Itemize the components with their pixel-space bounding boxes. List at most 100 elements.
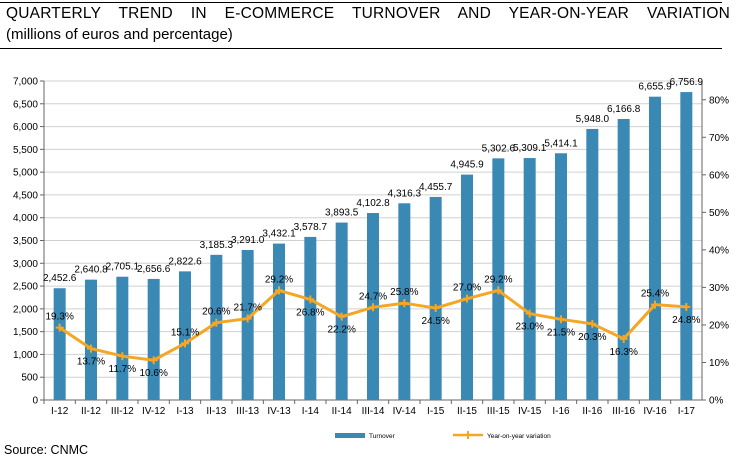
line-value-label: 15.1% xyxy=(171,327,199,338)
x-tick-label: III-14 xyxy=(362,406,385,417)
right-tick-label: 30% xyxy=(709,283,729,294)
left-tick-label: 1,000 xyxy=(13,350,38,361)
bar xyxy=(461,174,473,400)
line-point xyxy=(212,318,221,327)
variation-line xyxy=(55,286,691,365)
line-point xyxy=(494,286,503,295)
left-tick-label: 6,000 xyxy=(13,122,38,133)
left-tick-label: 3,000 xyxy=(13,259,38,270)
x-tick-label: II-13 xyxy=(206,406,226,417)
line-value-label: 24.8% xyxy=(672,315,700,326)
line-value-label: 26.8% xyxy=(296,307,324,318)
right-tick-label: 70% xyxy=(709,133,729,144)
bar xyxy=(586,128,599,400)
legend: Turnover Year-on-year variation xyxy=(335,431,551,440)
line-value-label: 24.5% xyxy=(421,316,449,327)
right-tick-label: 50% xyxy=(709,208,729,219)
bar-value-label: 2,822.6 xyxy=(168,256,202,267)
x-tick-label: II-12 xyxy=(81,406,101,417)
x-tick-label: I-17 xyxy=(678,406,696,417)
line-point xyxy=(651,300,659,309)
line-point xyxy=(275,286,283,295)
line-value-label: 25.4% xyxy=(641,289,669,300)
right-tick-label: 80% xyxy=(709,95,729,106)
left-tick-label: 7,000 xyxy=(13,77,38,88)
bar-value-label: 5,309.1 xyxy=(513,143,547,154)
line-point xyxy=(557,315,565,324)
line-point xyxy=(181,339,189,348)
bar-value-label: 3,432.1 xyxy=(262,229,296,240)
x-tick-label: II-16 xyxy=(582,406,602,417)
bar-value-label: 4,945.9 xyxy=(450,160,484,171)
line-value-label: 29.2% xyxy=(265,274,293,285)
bar xyxy=(335,222,348,400)
x-tick-label: IV-12 xyxy=(142,406,166,417)
line-point xyxy=(118,352,127,361)
x-tick-label: I-16 xyxy=(552,406,570,417)
bar xyxy=(523,158,536,400)
bar xyxy=(304,236,317,400)
left-tick-label: 1,500 xyxy=(13,327,38,338)
left-tick-label: 500 xyxy=(21,373,38,384)
legend-label-variation: Year-on-year variation xyxy=(487,433,551,440)
line-value-label: 22.2% xyxy=(327,325,355,336)
bar-value-label: 2,452.6 xyxy=(43,273,77,284)
line-point xyxy=(87,344,95,353)
bar-value-label: 4,455.7 xyxy=(419,182,453,193)
left-tick-label: 0 xyxy=(32,396,38,407)
bar xyxy=(555,153,567,400)
line-point xyxy=(306,295,315,304)
line-point xyxy=(243,314,252,323)
x-tick-label: I-12 xyxy=(51,406,69,417)
line-point xyxy=(149,356,158,365)
line-value-label: 24.7% xyxy=(359,291,387,302)
x-tick-label: IV-14 xyxy=(393,406,417,417)
bar xyxy=(210,254,223,400)
header-rule xyxy=(0,48,722,49)
bar-value-label: 6,655.9 xyxy=(638,82,672,93)
line-value-label: 20.3% xyxy=(578,332,606,343)
line-value-label: 23.0% xyxy=(515,322,543,333)
line-value-label: 19.3% xyxy=(45,312,73,323)
bar xyxy=(241,250,254,400)
line-point xyxy=(588,319,597,328)
bar xyxy=(492,158,505,400)
x-tick-label: II-15 xyxy=(457,406,477,417)
bar xyxy=(53,288,66,400)
left-tick-label: 4,000 xyxy=(13,213,38,224)
bar-value-label: 5,948.0 xyxy=(576,114,610,125)
line-point xyxy=(682,302,691,311)
left-tick-label: 2,000 xyxy=(13,304,38,315)
line-point xyxy=(55,323,64,332)
line-point xyxy=(369,303,377,312)
bar-value-label: 6,166.8 xyxy=(607,104,641,115)
bar-value-label: 5,302.6 xyxy=(482,143,516,154)
line-value-label: 13.7% xyxy=(77,357,105,368)
right-tick-label: 20% xyxy=(709,320,729,331)
line-point xyxy=(463,294,471,303)
left-tick-label: 5,000 xyxy=(13,168,38,179)
right-tick-label: 0% xyxy=(709,396,724,407)
line-value-label: 21.7% xyxy=(233,303,261,314)
bar-value-label: 3,578.7 xyxy=(294,222,328,233)
bar-value-label: 6,756.9 xyxy=(670,77,704,88)
legend-label-turnover: Turnover xyxy=(369,433,396,440)
bar xyxy=(649,96,661,401)
line-value-label: 29.2% xyxy=(484,274,512,285)
line-point xyxy=(431,304,440,313)
x-tick-label: I-13 xyxy=(176,406,194,417)
x-tick-label: IV-13 xyxy=(267,406,291,417)
top-rule xyxy=(0,2,722,3)
left-tick-label: 3,500 xyxy=(13,236,38,247)
chart-title: QUARTERLY TREND IN E-COMMERCE TURNOVER A… xyxy=(6,5,730,22)
legend-marker-variation xyxy=(464,431,472,439)
bar xyxy=(273,243,285,400)
x-tick-label: III-16 xyxy=(612,406,635,417)
x-tick-label: I-14 xyxy=(302,406,320,417)
x-tick-label: III-13 xyxy=(236,406,259,417)
line-value-label: 20.6% xyxy=(202,307,230,318)
legend-swatch-turnover xyxy=(335,433,365,438)
right-tick-label: 60% xyxy=(709,170,729,181)
x-tick-label: II-14 xyxy=(332,406,352,417)
